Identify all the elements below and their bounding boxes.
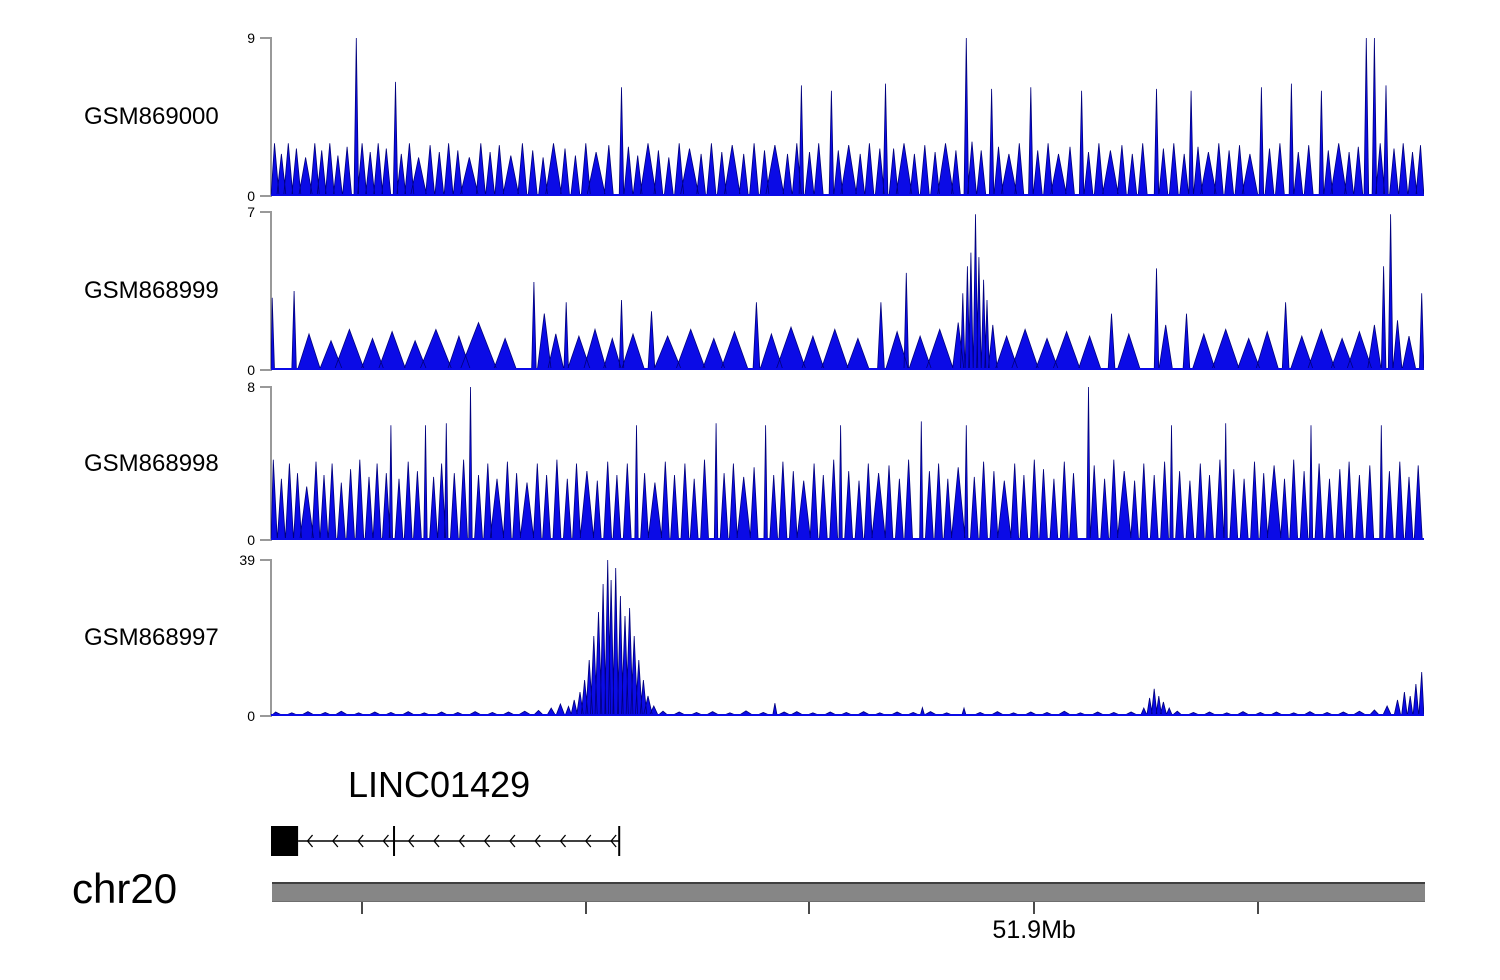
chromosome-axis: chr20 51.9Mb xyxy=(0,866,1500,956)
track-label: GSM869000 xyxy=(84,103,219,130)
gene-exon-box xyxy=(271,826,299,856)
axis-tick xyxy=(808,902,811,914)
track-label: GSM868998 xyxy=(84,449,219,477)
y-axis-zero-label: 0 xyxy=(247,362,255,378)
gene-strand-arrow xyxy=(483,834,491,848)
signal-area-svg xyxy=(271,560,1424,716)
gene-strand-arrow xyxy=(458,834,465,848)
signal-baseline xyxy=(271,368,1424,370)
track-label: GSM868999 xyxy=(84,277,219,304)
signal-area-svg xyxy=(271,387,1424,540)
track-label: GSM868997 xyxy=(84,624,219,651)
chromosome-label: chr20 xyxy=(72,865,178,912)
axis-tick-label: 51.9Mb xyxy=(992,916,1076,944)
y-axis-max-label: 8 xyxy=(247,379,255,395)
gene-model-svg xyxy=(271,826,621,856)
y-axis-line xyxy=(260,211,272,371)
gene-strand-arrow xyxy=(584,834,592,848)
gene-strand-arrow xyxy=(509,834,516,848)
signal-track-gsm868997: GSM868997 39 0 xyxy=(0,552,1500,724)
gene-annotation-track: LINC01429 xyxy=(0,766,1500,864)
axis-tick xyxy=(584,902,587,914)
gene-strand-arrow xyxy=(559,834,567,848)
signal-area-svg xyxy=(271,38,1424,196)
signal-polygon xyxy=(271,214,1424,370)
y-axis-bracket xyxy=(260,559,272,717)
signal-baseline xyxy=(271,714,1424,716)
signal-polygon xyxy=(271,387,1424,540)
y-axis-zero-label: 0 xyxy=(247,708,255,724)
gene-strand-arrow xyxy=(433,834,440,848)
y-axis-zero-label: 0 xyxy=(247,532,255,548)
signal-track-gsm869000: GSM869000 9 0 xyxy=(0,30,1500,204)
gene-strand-arrow xyxy=(407,834,415,848)
gene-strand-arrow xyxy=(382,834,389,848)
y-axis-bracket xyxy=(260,386,272,541)
signal-baseline xyxy=(271,194,1424,196)
axis-tick xyxy=(1033,902,1036,914)
gene-strand-arrow xyxy=(610,834,617,848)
gene-strand-arrow xyxy=(332,834,339,848)
axis-tick xyxy=(1256,902,1259,914)
signal-polygon xyxy=(271,38,1424,196)
signal-track-gsm868998: GSM868998 8 0 xyxy=(0,379,1500,548)
signal-polygon xyxy=(271,560,1424,716)
chromosome-ideogram-bar xyxy=(272,882,1425,902)
gene-exon-mark xyxy=(618,826,621,856)
gene-name-label: LINC01429 xyxy=(348,764,531,805)
y-axis-line xyxy=(260,386,272,541)
y-axis-bracket xyxy=(260,211,272,371)
signal-track-gsm868999: GSM868999 7 0 xyxy=(0,204,1500,378)
y-axis-max-label: 9 xyxy=(247,30,255,46)
gene-strand-arrow xyxy=(534,834,541,848)
y-axis-bracket xyxy=(260,37,272,197)
y-axis-line xyxy=(260,559,272,717)
y-axis-max-label: 39 xyxy=(239,552,255,568)
gene-exon-mark xyxy=(393,826,396,856)
axis-tick xyxy=(360,902,363,914)
signal-area-svg xyxy=(271,214,1424,370)
y-axis-line xyxy=(260,37,272,197)
gene-strand-arrow xyxy=(306,834,314,848)
y-axis-max-label: 7 xyxy=(247,204,255,220)
signal-baseline xyxy=(271,538,1424,540)
gene-strand-arrow xyxy=(357,834,364,848)
y-axis-zero-label: 0 xyxy=(247,188,255,204)
